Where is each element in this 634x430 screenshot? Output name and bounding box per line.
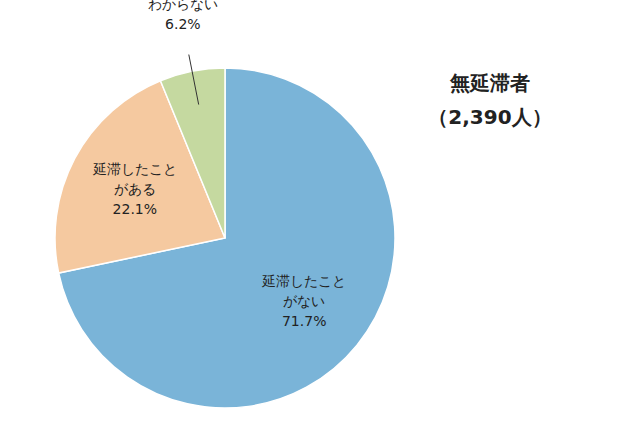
subtitle: （2,390人） (428, 105, 551, 129)
chart-container: 無延滞者 （2,390人） 延滞したことがない 71.7% 延滞したことがある 22.1%… (0, 0, 634, 430)
chart-svg: 無延滞者 （2,390人） 延滞したことがない 71.7% 延滞したことがある 22.1%… (0, 0, 634, 430)
labels: 延滞したことがない 71.7% 延滞したことがある 22.1% わからない 6.2% (92, 0, 346, 329)
value-label: 71.7% (282, 313, 326, 329)
leader-line (189, 55, 199, 105)
background (0, 0, 634, 430)
title: 無延滞者 (449, 71, 530, 95)
value-label: 22.1% (113, 201, 157, 217)
value-label: 6.2% (165, 16, 201, 32)
category-label: 延滞したことがある (92, 161, 177, 197)
slices (55, 68, 395, 408)
pie-slice (160, 68, 225, 238)
category-label: わからない (148, 0, 218, 12)
category-label: 延滞したことがない (261, 273, 346, 309)
